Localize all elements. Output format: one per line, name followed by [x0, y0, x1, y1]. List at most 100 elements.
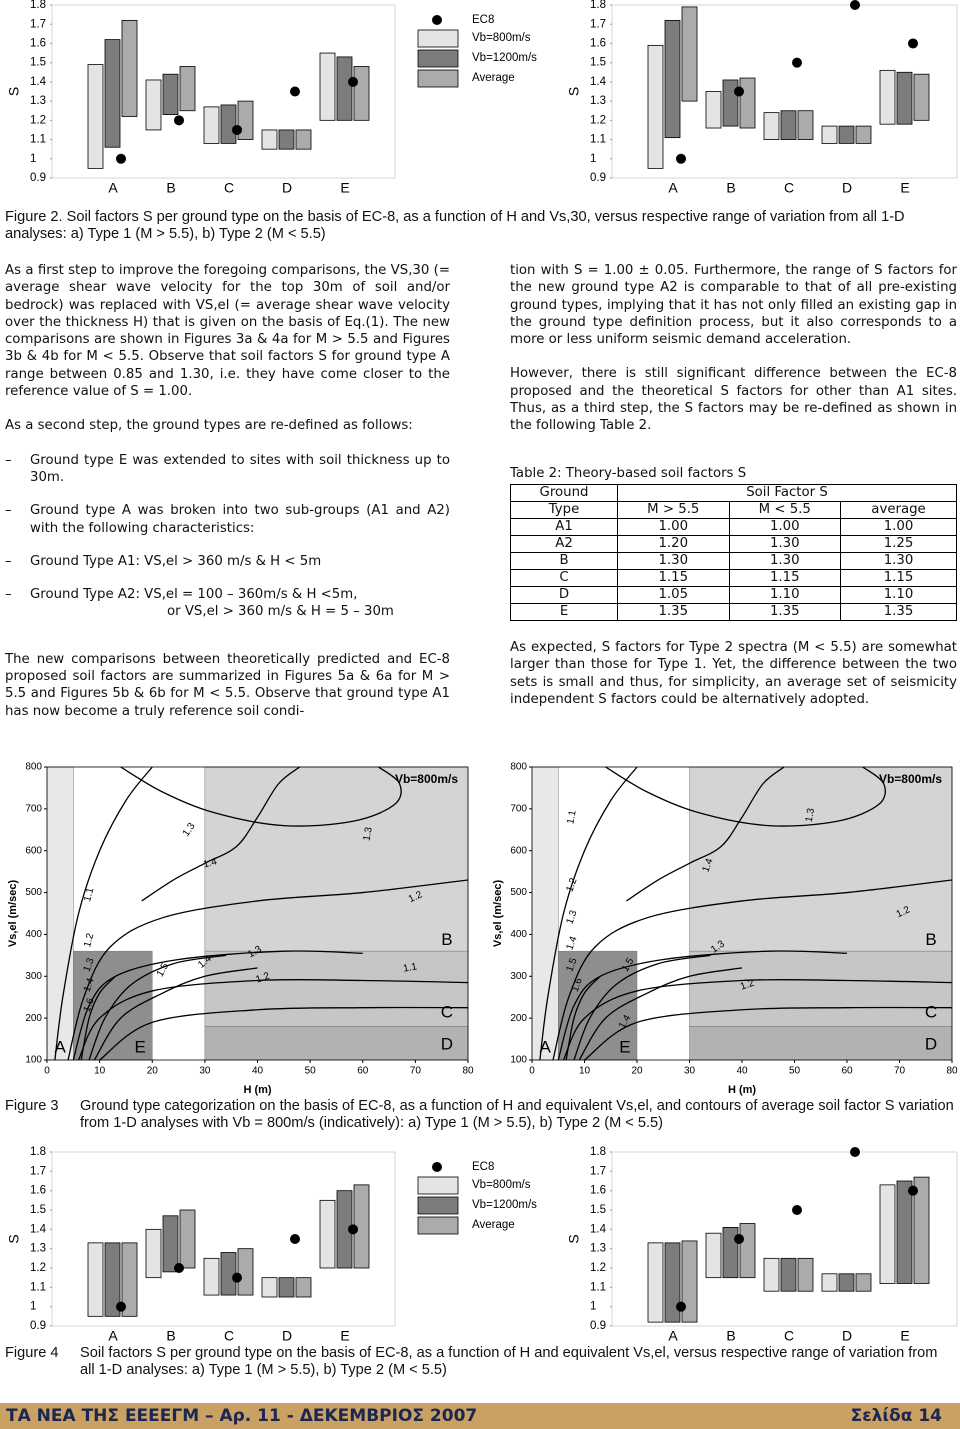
table-cell: 1.05: [617, 585, 730, 604]
right-column: tion with S = 1.00 ± 0.05. Furthermore, …: [509, 262, 957, 725]
range-bar: [913, 1176, 930, 1284]
x-tick-label: B: [726, 180, 735, 196]
contours: [54, 767, 468, 1060]
list-line: Ground Type A2: VS,el = 100 – 360m/s & H…: [30, 587, 358, 603]
ground-type-region: [204, 1026, 469, 1061]
contour-line: [67, 879, 468, 1060]
region-label: C: [925, 1003, 937, 1022]
y-tick-label: 1.1: [590, 1281, 606, 1293]
y-tick-label: 1.6: [590, 37, 606, 49]
range-chart: S 0.9 1 1.1 1.2 1.3 1.4 1.5 1.6 1.7 1.8 A B C D E: [566, 0, 958, 196]
range-bar: [179, 66, 196, 112]
x-axis-label: H (m): [243, 1084, 271, 1096]
footer: ΤΑ ΝΕΑ ΤΗΣ ΕΕΕΕΓΜ – Αρ. 11 - ΔΕΚΕΜΒΡΙΟΣ …: [0, 1403, 960, 1429]
legend-label: Vb=800m/s: [472, 1179, 531, 1191]
contour-label: 1.1: [565, 809, 578, 825]
x-tick-label: 70: [894, 1066, 906, 1077]
x-tick-label: A: [108, 1328, 118, 1344]
x-tick-label: 10: [579, 1066, 591, 1077]
figure-2-caption: Figure 2. Soil factors S per ground type…: [5, 209, 905, 242]
x-tick-label: E: [900, 1328, 909, 1344]
contour-label: 1.3: [804, 807, 817, 823]
legend-swatch: [417, 49, 459, 68]
region-label: A: [539, 1037, 551, 1056]
range-bar: [913, 73, 930, 121]
x-tick-label: E: [900, 180, 909, 196]
x-tick-label: A: [668, 1328, 678, 1344]
range-bar: [237, 1248, 254, 1296]
region-label: B: [441, 930, 452, 949]
legend-swatch: [417, 1176, 459, 1195]
ec8-point: [348, 1224, 358, 1235]
range-bar: [121, 1242, 138, 1317]
ec8-point: [676, 1301, 686, 1312]
x-tick-label: 30: [684, 1066, 696, 1077]
header-cell: M > 5.5: [617, 500, 730, 519]
table-cell: A1: [509, 517, 619, 536]
paragraph: As a second step, the ground types are r…: [5, 418, 413, 434]
range-bar: [237, 100, 254, 140]
contour-label: 1.3: [564, 908, 579, 925]
y-tick-label: 1.3: [30, 95, 46, 107]
contour-line: [565, 975, 601, 1060]
range-bar: [87, 1242, 104, 1317]
y-tick-label: 1.4: [590, 1223, 607, 1235]
legend-marker: [432, 1162, 442, 1172]
range-bar: [647, 44, 664, 169]
contour-label: 1.3: [362, 826, 375, 842]
range-bar: [278, 129, 295, 150]
table-cell: 1.15: [617, 568, 730, 587]
ec8-point: [174, 1263, 184, 1273]
range-bar: [104, 1242, 121, 1317]
x-tick-label: D: [842, 180, 852, 196]
y-tick-label: 1.1: [30, 134, 46, 146]
x-tick-label: 60: [841, 1066, 853, 1077]
contour-label: 1.3: [82, 956, 97, 973]
table-row: A2 1.20 1.30 1.25: [509, 534, 957, 553]
ground-type-region: [689, 1026, 953, 1061]
x-tick-label: 20: [631, 1066, 643, 1077]
range-bar: [763, 1257, 780, 1292]
plot-frame: [611, 4, 958, 179]
contour-line: [626, 767, 785, 902]
region-label: D: [441, 1034, 453, 1053]
y-tick-label: 1.3: [30, 1243, 46, 1255]
region-label: B: [925, 930, 936, 949]
y-axis-label: S: [566, 87, 582, 96]
region-label: A: [54, 1037, 66, 1056]
range-bar: [319, 52, 336, 121]
figure-3-label: Figure 3: [5, 1098, 59, 1114]
footer-page: Σελίδα 14: [850, 1406, 942, 1426]
left-column: As a first step to improve the foregoing…: [5, 262, 450, 737]
table-row: C 1.15 1.15 1.15: [509, 568, 957, 587]
contour-line: [80, 975, 116, 1060]
table-cell: 1.00: [728, 517, 842, 536]
x-tick-label: 80: [462, 1066, 474, 1077]
y-tick-label: 1.5: [30, 57, 46, 69]
contour-label: 1.3: [181, 821, 198, 839]
ec8-point: [290, 1234, 300, 1244]
ec8-point: [850, 0, 860, 10]
plot-frame: [51, 1151, 396, 1327]
range-bar: [855, 1273, 872, 1292]
y-tick-label: 1.2: [30, 1262, 46, 1274]
y-tick-label: 100: [25, 1055, 42, 1066]
y-tick-label: 200: [510, 1013, 527, 1024]
x-tick-label: A: [668, 180, 678, 196]
range-bar: [896, 71, 913, 125]
paragraph: As a first step to improve the foregoing…: [5, 263, 450, 400]
ec8-point: [734, 86, 744, 97]
table-cell: 1.10: [728, 585, 842, 604]
x-tick-label: C: [224, 180, 234, 196]
range-bar: [145, 79, 162, 131]
table-cell: 1.30: [728, 534, 842, 553]
x-tick-label: 10: [94, 1066, 106, 1077]
x-tick-label: 70: [410, 1066, 422, 1077]
contour-line: [578, 967, 743, 1060]
ground-type-region: [204, 950, 469, 1027]
contour-line: [584, 1006, 952, 1060]
table-row: A1 1.00 1.00 1.00: [509, 517, 957, 536]
x-axis-label: H (m): [728, 1084, 756, 1096]
contour-line: [539, 767, 638, 1060]
y-tick-label: 600: [510, 845, 527, 856]
